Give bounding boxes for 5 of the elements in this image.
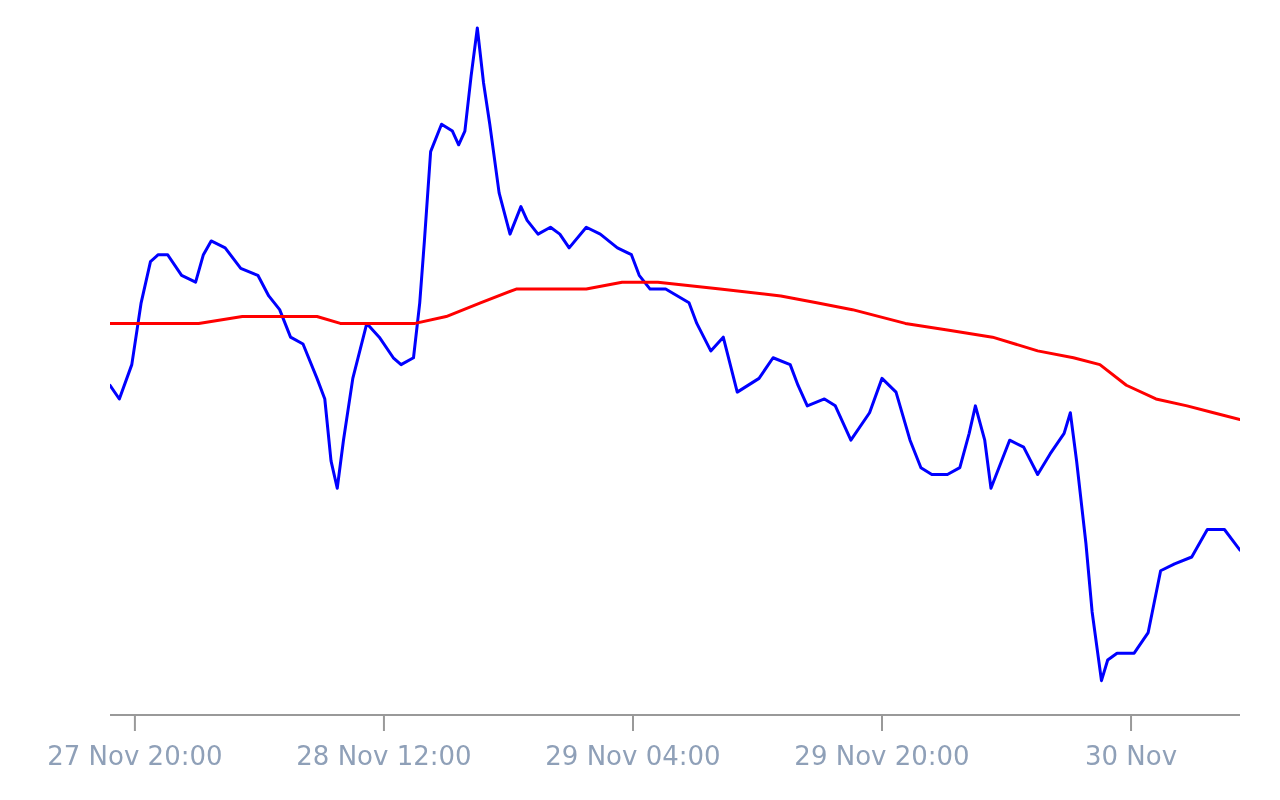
x-tick-label: 30 Nov [1085,741,1178,771]
x-tick-label: 29 Nov 20:00 [794,741,970,771]
x-tick-label: 27 Nov 20:00 [47,741,223,771]
x-tick-label: 29 Nov 04:00 [545,741,721,771]
x-tick-label: 28 Nov 12:00 [296,741,472,771]
